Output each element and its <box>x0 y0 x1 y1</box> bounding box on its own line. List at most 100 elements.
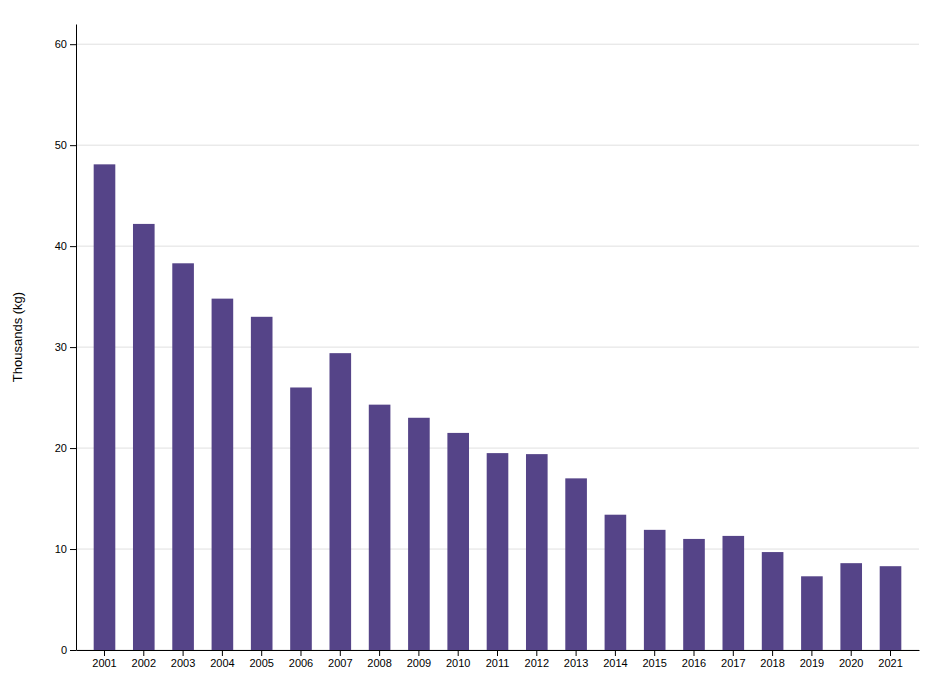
y-axis-line <box>76 25 77 651</box>
x-tick-label: 2009 <box>407 657 431 669</box>
y-tick-label: 40 <box>55 240 67 252</box>
x-tick-mark <box>418 650 419 656</box>
x-tick: 2016 <box>682 650 706 669</box>
y-tick-mark <box>70 246 76 247</box>
x-tick: 2008 <box>367 650 391 669</box>
grid-line <box>76 347 919 348</box>
x-tick-label: 2003 <box>171 657 195 669</box>
x-tick-label: 2011 <box>486 657 510 669</box>
bar <box>251 317 273 650</box>
bar <box>329 353 351 650</box>
y-tick-label: 30 <box>55 341 67 353</box>
x-tick: 2005 <box>249 650 273 669</box>
bar <box>133 224 155 650</box>
grid-line <box>76 246 919 247</box>
plot-area: 2001200220032004200520062007200820092010… <box>10 25 920 669</box>
x-tick-label: 2005 <box>249 657 273 669</box>
x-tick-mark <box>733 650 734 656</box>
y-tick-label: 0 <box>61 644 67 656</box>
bar <box>683 539 705 650</box>
y-tick-mark <box>70 448 76 449</box>
x-tick: 2015 <box>642 650 666 669</box>
x-tick: 2018 <box>760 650 784 669</box>
x-tick-label: 2019 <box>800 657 824 669</box>
y-tick-mark <box>70 44 76 45</box>
chart-svg: 2001200220032004200520062007200820092010… <box>0 0 943 694</box>
x-tick: 2020 <box>839 650 863 669</box>
x-tick-label: 2004 <box>210 657 234 669</box>
bar <box>408 418 430 650</box>
bar <box>94 164 116 650</box>
x-tick-label: 2018 <box>760 657 784 669</box>
x-axis: 2001 2002 2003 2004 2005 2006 2007 2008 2009 2010… <box>77 650 920 669</box>
x-tick-mark <box>536 650 537 656</box>
y-tick: 30 <box>55 341 76 353</box>
x-tick: 2001 <box>92 650 116 669</box>
y-tick-label: 20 <box>55 442 67 454</box>
x-tick: 2012 <box>525 650 549 669</box>
bar <box>762 552 784 650</box>
x-tick-label: 2001 <box>92 657 116 669</box>
chart-container: 2001200220032004200520062007200820092010… <box>0 0 943 694</box>
bar <box>801 576 823 650</box>
x-tick: 2004 <box>210 650 234 669</box>
x-tick: 2011 <box>486 650 510 669</box>
x-tick-label: 2014 <box>603 657 627 669</box>
x-tick-label: 2013 <box>564 657 588 669</box>
y-tick-mark <box>70 650 76 651</box>
bar <box>644 530 666 650</box>
x-tick-mark <box>261 650 262 656</box>
x-tick-label: 2006 <box>289 657 313 669</box>
x-tick-mark <box>772 650 773 656</box>
bars <box>94 164 902 650</box>
x-tick-mark <box>340 650 341 656</box>
x-tick-mark <box>222 650 223 656</box>
y-tick: 50 <box>55 139 76 151</box>
x-tick-label: 2012 <box>525 657 549 669</box>
bar <box>605 515 627 650</box>
x-tick-mark <box>694 650 695 656</box>
bar <box>369 405 391 650</box>
x-tick: 2014 <box>603 650 627 669</box>
x-tick-label: 2016 <box>682 657 706 669</box>
x-tick: 2013 <box>564 650 588 669</box>
x-tick-label: 2021 <box>878 657 902 669</box>
bar <box>447 433 469 650</box>
x-tick-mark <box>104 650 105 656</box>
x-tick: 2017 <box>721 650 745 669</box>
bar <box>526 454 548 650</box>
x-tick: 2010 <box>446 650 470 669</box>
bar <box>212 299 234 650</box>
grid-line <box>76 44 919 45</box>
x-tick-mark <box>497 650 498 656</box>
x-tick-label: 2008 <box>367 657 391 669</box>
x-tick-mark <box>890 650 891 656</box>
x-tick: 2019 <box>800 650 824 669</box>
x-tick-mark <box>379 650 380 656</box>
x-tick: 2021 <box>878 650 902 669</box>
x-tick-label: 2010 <box>446 657 470 669</box>
x-tick-label: 2020 <box>839 657 863 669</box>
bar <box>840 563 862 650</box>
y-tick: 60 <box>55 38 76 50</box>
y-tick-label: 60 <box>55 38 67 50</box>
x-tick: 2002 <box>132 650 156 669</box>
x-tick-mark <box>851 650 852 656</box>
x-tick-label: 2017 <box>721 657 745 669</box>
bar <box>565 478 587 650</box>
x-tick-mark <box>615 650 616 656</box>
x-tick-mark <box>183 650 184 656</box>
x-tick: 2006 <box>289 650 313 669</box>
bar <box>487 453 509 650</box>
y-tick-label: 10 <box>55 543 67 555</box>
y-tick: 0 <box>61 644 76 656</box>
y-tick: 20 <box>55 442 76 454</box>
x-tick-label: 2015 <box>642 657 666 669</box>
x-tick-mark <box>458 650 459 656</box>
x-tick-mark <box>143 650 144 656</box>
grid-line <box>76 145 919 146</box>
y-tick-label: 50 <box>55 139 67 151</box>
x-tick-label: 2002 <box>132 657 156 669</box>
x-tick: 2007 <box>328 650 352 669</box>
y-tick: 10 <box>55 543 76 555</box>
